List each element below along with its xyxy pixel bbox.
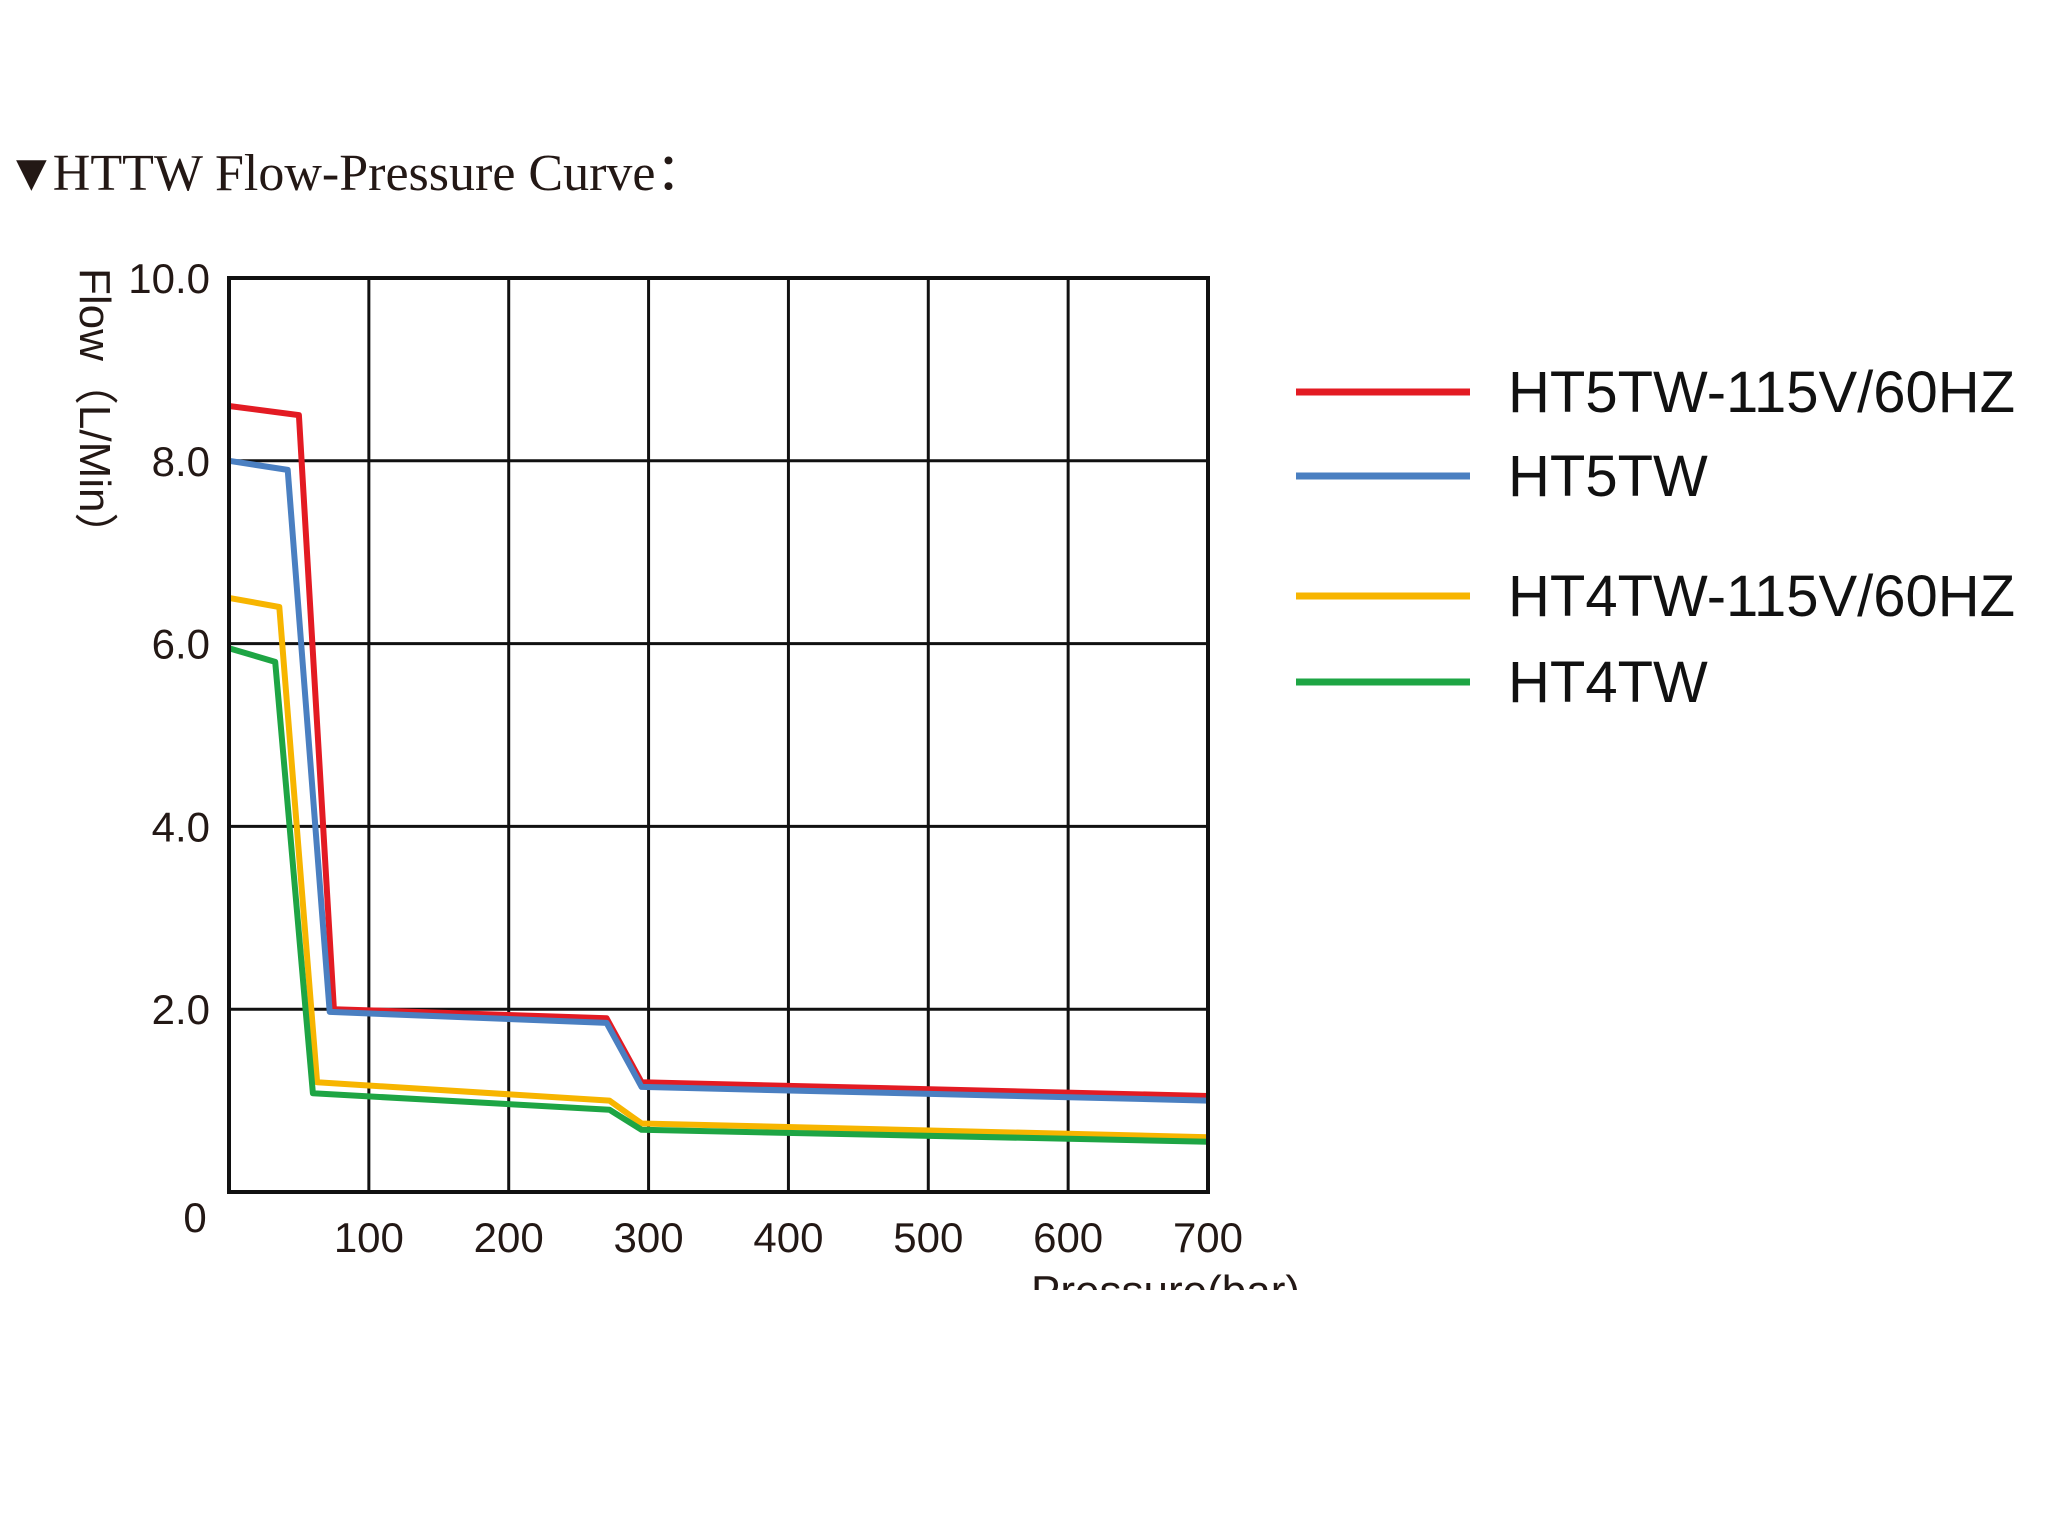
legend-label-1: HT5TW-115V/60HZ [1508, 360, 2015, 425]
legend-label-3: HT4TW-115V/60HZ [1508, 564, 2015, 629]
legend-label-4: HT4TW [1508, 650, 1708, 715]
x-tick-label: 200 [474, 1214, 544, 1261]
chart-heading: ▼ HTTW Flow-Pressure Curve： [16, 130, 708, 205]
y-tick-label: 10.0 [128, 255, 210, 302]
x-tick-label: 400 [753, 1214, 823, 1261]
y-axis-label: Flow（L/Min） [70, 268, 119, 557]
grid [229, 278, 1208, 1192]
legend-label-2: HT5TW [1508, 444, 1708, 509]
series-line-1 [228, 403, 1209, 1099]
down-triangle-icon: ▼ [16, 150, 47, 196]
y-tick-label: 8.0 [152, 438, 210, 485]
x-axis-label: Pressure(bar) [1031, 1267, 1300, 1316]
y-tick-label: 6.0 [152, 621, 210, 668]
x-tick-label: 500 [893, 1214, 963, 1261]
series-line-4 [228, 645, 1209, 1145]
y-tick-label: 4.0 [152, 803, 210, 850]
x-tick-label: 100 [334, 1214, 404, 1261]
series-line-3 [228, 594, 1209, 1141]
plot-border [227, 276, 1210, 1194]
x-tick-label: 300 [614, 1214, 684, 1261]
origin-label: 0 [183, 1194, 206, 1241]
x-tick-label: 600 [1033, 1214, 1103, 1261]
series-lines [228, 403, 1209, 1145]
x-tick-label: 700 [1173, 1214, 1243, 1261]
legend: HT5TW-115V/60HZ HT5TW HT4TW-115V/60HZ HT4TW [1296, 360, 2015, 715]
y-tick-label: 2.0 [152, 986, 210, 1033]
plot-frame [227, 276, 1210, 1194]
series-line-2 [228, 457, 1209, 1104]
axis-labels: Pressure(bar) Flow（L/Min） [70, 268, 1300, 1316]
chart-title: HTTW Flow-Pressure Curve： [52, 145, 708, 202]
tick-labels: 100 200 300 400 500 600 700 2.0 4.0 6.0 8.0 10.0 0 [128, 255, 1243, 1261]
